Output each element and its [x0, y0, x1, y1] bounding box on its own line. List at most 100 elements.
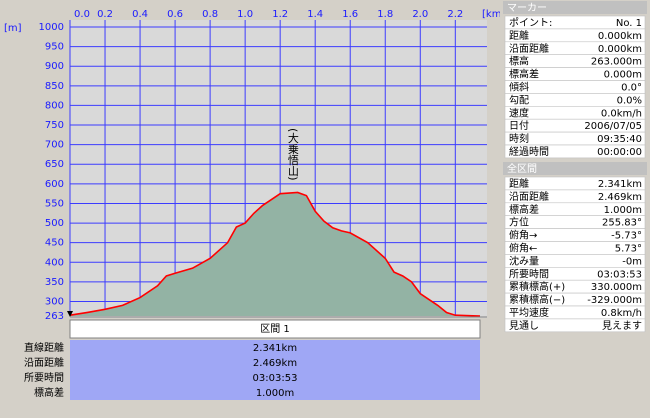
y-tick-label: 650 — [45, 159, 64, 170]
panel-row-label: 沿面距離 — [509, 42, 549, 55]
section-row-label: 標高差 — [34, 386, 64, 399]
panel-row-value: 0.000km — [598, 31, 642, 42]
panel-row-value: 1.000m — [604, 205, 642, 216]
panel-row-label: 平均速度 — [509, 306, 549, 319]
x-tick-label: 1.2 — [272, 9, 288, 20]
panel-header — [503, 1, 647, 14]
panel-row-value: 0.000m — [604, 70, 642, 81]
x-tick-label: 1.6 — [342, 9, 358, 20]
y-tick-label: 450 — [45, 238, 64, 249]
x-tick-label: 1.4 — [307, 9, 323, 20]
panel-row-label: 累積標高(+) — [509, 280, 565, 293]
panel-row-label: 傾斜 — [509, 81, 529, 94]
panel-row-value: 0.000km — [598, 44, 642, 55]
panel-row-label: 距離 — [509, 177, 529, 190]
x-tick-label: 2.0 — [412, 9, 428, 20]
panel-row-value: -0m — [622, 256, 642, 267]
panel-row — [504, 144, 646, 159]
panel-row-label: 沈み量 — [509, 254, 539, 267]
panel-row-value: -5.73° — [611, 231, 642, 242]
y-axis-label: [m] — [4, 23, 22, 34]
panel-row-value: No. 1 — [616, 18, 642, 29]
section-row-bg — [70, 370, 480, 385]
y-tick-label: 750 — [45, 120, 64, 131]
panel-title: 全区間 — [507, 162, 537, 175]
y-tick-label: 950 — [45, 42, 64, 53]
section-title: 区間 1 — [260, 323, 290, 335]
panel-row-value: 255.83° — [602, 218, 642, 229]
panel-row-label: 勾配 — [509, 93, 529, 106]
panel-row-label: 標高 — [509, 55, 529, 68]
peak-annotation: (大乗悟山) — [286, 128, 300, 181]
section-row-value: 2.341km — [253, 343, 297, 354]
profile-line — [69, 191, 481, 317]
panel-row-value: 5.73° — [615, 244, 642, 255]
section-row-bg — [70, 385, 480, 400]
panel-row-value: 2006/07/05 — [584, 121, 642, 132]
y-tick-label: 1000 — [39, 22, 64, 33]
panel-row-label: 俯角← — [509, 242, 537, 255]
panel-row-value: 00:00:00 — [597, 147, 642, 158]
panel-row-value: 09:35:40 — [597, 134, 642, 145]
panel-row — [504, 318, 646, 333]
panel-row-label: 時刻 — [509, 132, 529, 145]
section-row-label: 直線距離 — [24, 341, 64, 354]
panel-row-value: -329.000m — [587, 295, 642, 306]
section-header-bg — [69, 319, 481, 339]
section-row-bg — [70, 355, 480, 370]
panel-row-value: 0.0% — [617, 95, 642, 106]
panel-row-value: 見えます — [602, 320, 642, 332]
x-tick-label: 0.2 — [97, 9, 113, 20]
panel-row-label: 標高差 — [509, 203, 539, 216]
panel-row-label: 方位 — [509, 216, 529, 229]
x-tick-label: 1.0 — [237, 9, 253, 20]
y-tick-label: 263 — [45, 311, 64, 322]
x-tick-label: 0.8 — [202, 9, 218, 20]
y-tick-label: 850 — [45, 81, 64, 92]
y-tick-label: 900 — [45, 61, 64, 72]
panel-row-value: 0.0° — [621, 83, 642, 94]
panel-row-label: 標高差 — [509, 68, 539, 81]
panel-row-value: 2.341km — [598, 179, 642, 190]
panel-row-value: 0.8km/h — [601, 308, 642, 319]
panel-row-value: 2.469km — [598, 192, 642, 203]
x-axis-label: [km] — [482, 9, 505, 20]
panel-row-label: 日付 — [509, 119, 529, 132]
panel-row-label: 累積標高(−) — [509, 293, 565, 306]
panel-row-value: 03:03:53 — [597, 269, 642, 280]
x-tick-label: 0.4 — [132, 9, 148, 20]
panel-title: マーカー — [507, 2, 547, 14]
area-fill — [70, 192, 480, 316]
section-row-value: 03:03:53 — [253, 373, 298, 384]
annotation-box: (大乗悟山) — [286, 128, 300, 181]
x-tick-label: 1.8 — [377, 9, 393, 20]
marker-icon — [67, 311, 73, 317]
y-tick-label: 700 — [45, 140, 64, 151]
panel-row-label: 俯角→ — [509, 229, 537, 242]
panel-row-label: 見通し — [509, 320, 539, 332]
x-tick-label: 2.2 — [447, 9, 463, 20]
x-tick-label: 0.0 — [74, 9, 90, 20]
y-tick-label: 500 — [45, 218, 64, 229]
y-tick-label: 600 — [45, 179, 64, 190]
panel-row-label: ポイント: — [509, 17, 552, 29]
section-row-label: 所要時間 — [24, 372, 64, 384]
panel-row-label: 速度 — [509, 106, 529, 119]
y-tick-label: 400 — [45, 257, 64, 268]
panel-row-label: 距離 — [509, 29, 529, 42]
section-row-value: 1.000m — [256, 388, 294, 399]
panel-header — [503, 162, 647, 175]
section-row-label: 沿面距離 — [24, 356, 64, 369]
y-tick-label: 800 — [45, 100, 64, 111]
section-row-value: 2.469km — [253, 358, 297, 369]
panel-row-label: 所要時間 — [509, 268, 549, 280]
panel-row-label: 経過時間 — [509, 145, 549, 158]
y-tick-label: 300 — [45, 296, 64, 307]
panel-row-value: 263.000m — [591, 57, 642, 68]
y-tick-label: 350 — [45, 277, 64, 288]
panel-row-value: 330.000m — [591, 282, 642, 293]
x-tick-label: 0.6 — [167, 9, 183, 20]
y-tick-label: 550 — [45, 198, 64, 209]
